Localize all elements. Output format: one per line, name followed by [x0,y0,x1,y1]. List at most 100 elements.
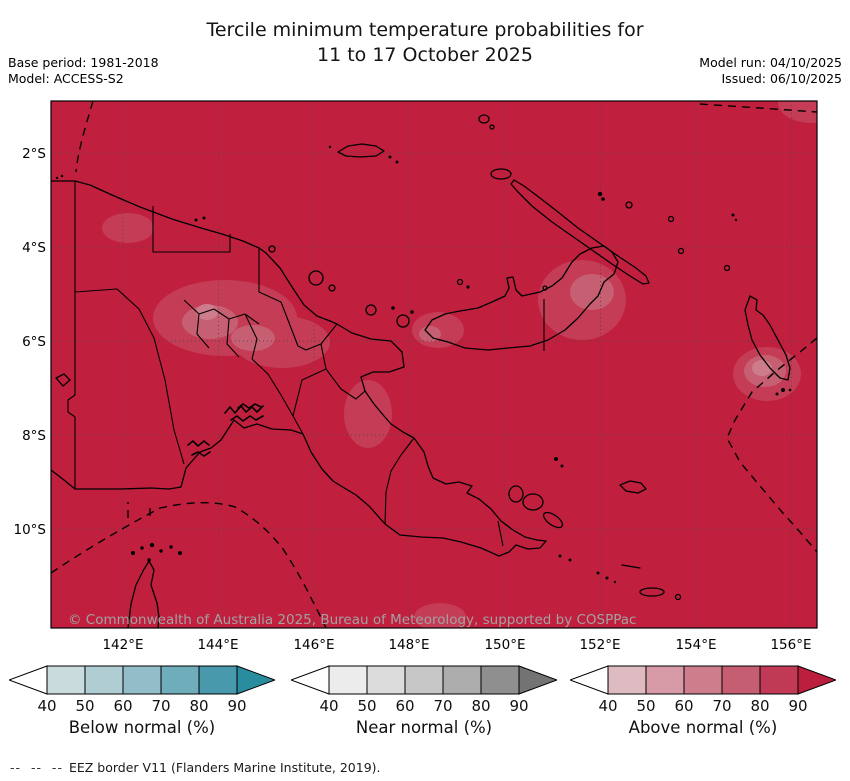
island-feni [677,247,685,255]
island-tanga [667,215,675,223]
colorbar-left-arrow [570,665,609,695]
island-lolobau [542,285,548,291]
legend-ticks: 40 50 60 70 80 90 [570,696,836,716]
copyright-text: © Commonwealth of Australia 2025, Bureau… [68,612,636,628]
legend-tick: 80 [750,697,770,715]
legend-tick: 70 [712,697,732,715]
legend-ticks: 40 50 60 70 80 90 [9,696,275,716]
colorbar-left-arrow [9,665,48,695]
legend-tick: 60 [395,697,415,715]
island-goodenough [508,485,524,503]
colorbar-right-arrow [518,665,557,695]
island-lihir [625,201,633,209]
y-axis-label: 10°S [14,522,47,538]
island-tagula [639,587,665,597]
colorbar-left-arrow [291,665,330,695]
eez-footnote-text: EEZ border V11 (Flanders Marine Institut… [68,760,381,775]
map-fill-layer: © Commonwealth of Australia 2025, Bureau… [51,101,817,628]
coastline-new-guinea-mainland [51,180,547,557]
island-vitu [456,278,464,286]
x-axis-label: 152°E [579,637,620,653]
y-axis-label: 2°S [22,146,46,162]
eez-footnote: -- -- -- EEZ border V11 (Flanders Marine … [10,760,381,775]
colorbar-below-normal [9,665,275,695]
legend-caption: Below normal (%) [68,718,216,737]
island-manus [337,143,385,158]
legend-tick: 40 [37,697,57,715]
x-axis-label: 156°E [770,637,811,653]
coastlines [51,114,791,628]
island-umboi [396,314,410,328]
coastline-bougainville [744,295,791,381]
map-frame [50,100,818,629]
legend-above-normal: 40 50 60 70 80 90 Above normal (%) [570,664,836,737]
legend-tick: 40 [319,697,339,715]
x-axis-labels: 142°E 144°E 146°E 148°E 150°E 152°E 154°… [102,637,811,653]
eez-dash-sample: -- -- -- [10,760,63,775]
island-bagabag [328,284,336,292]
island-nissan [723,264,731,272]
y-axis-label: 4°S [22,240,46,256]
island-karkar [308,270,324,286]
coastline-new-ireland [510,179,650,285]
base-period-text: Base period: 1981-2018 [8,55,159,70]
island-normanby [542,511,564,529]
island-woodlark [619,480,647,494]
legend-tick: 80 [189,697,209,715]
island-west-squiggle [55,373,71,387]
y-axis-label: 8°S [22,428,46,444]
legend-ticks: 40 50 60 70 80 90 [291,696,557,716]
title-line-2: 11 to 17 October 2025 [317,44,533,66]
model-info: Base period: 1981-2018 Model: ACCESS-S2 [8,55,159,87]
island-manam [268,245,276,253]
legend-tick: 90 [788,697,808,715]
page-title: Tercile minimum temperature probabilitie… [30,18,820,68]
x-axis-label: 144°E [197,637,238,653]
legend-tick: 60 [113,697,133,715]
island-new-hanover [490,168,512,180]
colorbar-right-arrow [797,665,836,695]
x-axis-label: 154°E [675,637,716,653]
legend-caption: Near normal (%) [355,718,493,737]
title-line-1: Tercile minimum temperature probabilitie… [206,19,644,41]
model-text: Model: ACCESS-S2 [8,71,124,86]
legend-tick: 40 [598,697,618,715]
x-axis-label: 142°E [102,637,143,653]
island-mussau [478,114,490,124]
colorbar-near-normal [291,665,557,695]
small-islets [55,145,792,584]
island-long [365,304,377,316]
legend-tick: 50 [75,697,95,715]
probability-field-above-90 [51,101,817,628]
island-rossel [674,593,682,601]
colorbar-right-arrow [236,665,275,695]
colorbar-above-normal [570,665,836,695]
legend-tick: 70 [151,697,171,715]
eez-dashed-border [51,101,817,628]
legend-tick: 80 [471,697,491,715]
border-png-indonesia [67,181,76,489]
legend-tick: 90 [227,697,247,715]
legend-below-normal: 40 50 60 70 80 90 Below normal (%) [9,664,275,737]
legend-caption: Above normal (%) [628,718,778,737]
coastline-new-britain [424,245,619,351]
province-borders [67,181,545,547]
legend-tick: 70 [433,697,453,715]
x-axis-label: 150°E [484,637,525,653]
x-axis-label: 148°E [388,637,429,653]
run-info: Model run: 04/10/2025 Issued: 06/10/2025 [699,55,842,87]
model-run-text: Model run: 04/10/2025 [699,55,842,70]
island-fergusson [522,493,544,511]
y-axis-labels: 2°S 4°S 6°S 8°S 10°S [14,146,47,538]
y-axis-label: 6°S [22,334,46,350]
map-svg: © Commonwealth of Australia 2025, Bureau… [14,100,818,653]
island-misima [621,564,641,569]
river-delta-detail [187,403,264,457]
island-emirau [489,124,495,130]
legend-tick: 50 [636,697,656,715]
legend-tick: 90 [509,697,529,715]
coastline-australia-cape-york [127,560,160,628]
legend-tick: 60 [674,697,694,715]
legend-near-normal: 40 50 60 70 80 90 Near normal (%) [291,664,557,737]
